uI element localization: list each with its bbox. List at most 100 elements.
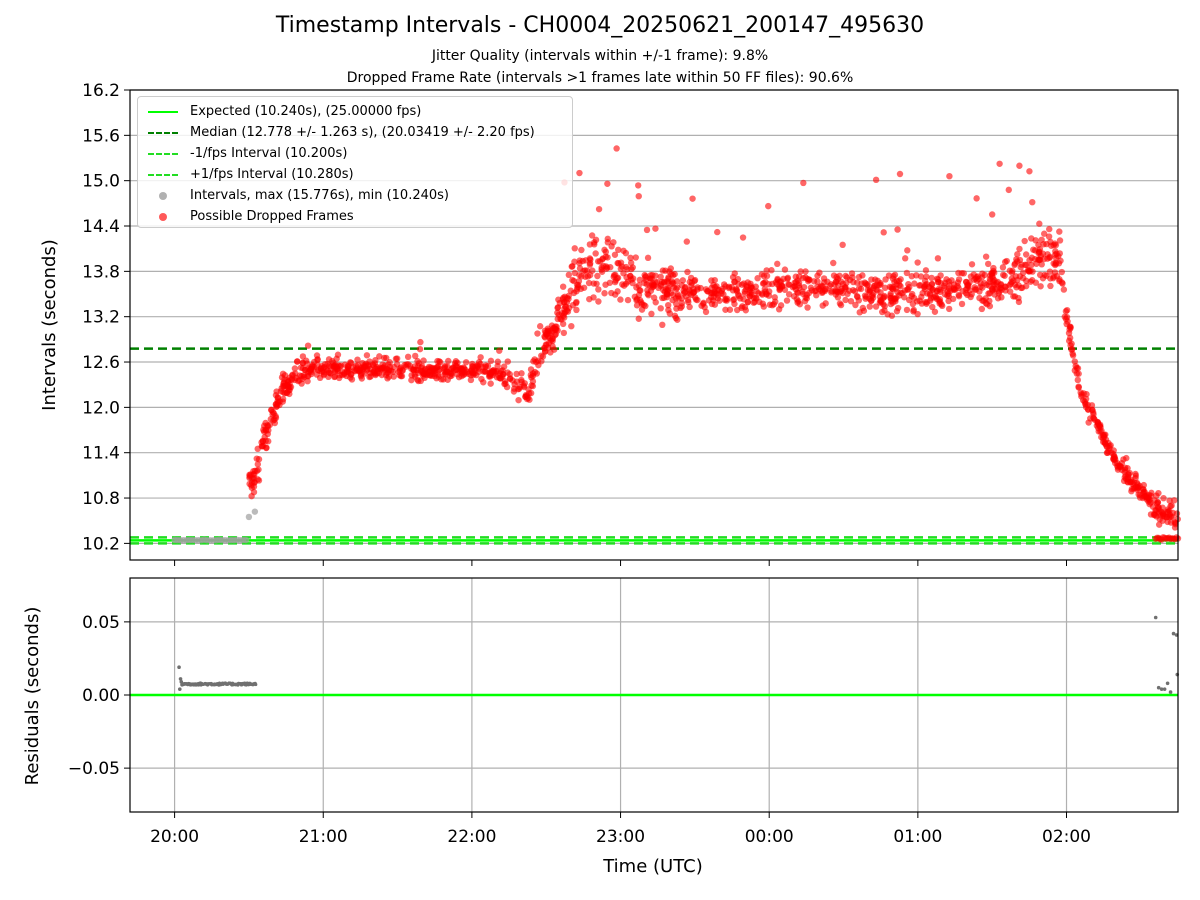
top-reference-lines (130, 347, 1178, 545)
dropped-frame-point (777, 302, 785, 309)
dropped-frame-point (576, 260, 583, 267)
y-tick-label: 15.0 (82, 172, 120, 192)
dropped-frame-point (913, 298, 921, 305)
dropped-frame-point (554, 315, 561, 323)
dropped-frame-point (518, 370, 525, 377)
residual-point (183, 682, 187, 686)
dropped-frame-point (613, 145, 620, 152)
dropped-frame-point (383, 354, 390, 362)
dropped-frame-point (946, 172, 953, 180)
dropped-frame-point (320, 371, 327, 379)
dropped-frame-point (971, 286, 979, 293)
dropped-frame-point (861, 292, 869, 299)
dropped-frame-point (754, 275, 761, 282)
dropped-frame-point (565, 292, 572, 300)
legend-swatch-mark (148, 152, 178, 155)
dropped-frame-point (1132, 483, 1140, 491)
chart-title: Timestamp Intervals - CH0004_20250621_20… (275, 13, 925, 38)
dropped-frame-point (635, 182, 642, 189)
dropped-frame-point (386, 364, 394, 371)
dropped-frame-point (584, 273, 592, 280)
dropped-frame-point (682, 283, 689, 291)
dropped-frame-point (627, 259, 635, 267)
dropped-frame-point (659, 294, 666, 302)
dropped-frame-point (638, 306, 646, 313)
dropped-frame-point (714, 286, 721, 293)
dropped-frame-point (635, 291, 643, 299)
dropped-frame-point (881, 302, 888, 310)
dropped-frame-point (1090, 411, 1097, 418)
dropped-frame-point (905, 280, 912, 288)
dropped-frame-point (740, 280, 747, 287)
dropped-frame-point (490, 368, 498, 375)
dropped-frame-point (284, 382, 292, 389)
dropped-frame-point (666, 310, 673, 317)
dropped-frame-point (284, 377, 291, 384)
dropped-frame-point (635, 282, 642, 289)
dropped-frame-point (266, 421, 274, 429)
dropped-frame-point (797, 268, 804, 275)
dropped-frame-point (567, 287, 574, 294)
residual-point (1171, 631, 1176, 636)
dropped-frame-point (836, 300, 844, 307)
dropped-frame-point (1036, 220, 1043, 227)
dropped-frame-point (729, 296, 737, 304)
legend-entry-median: Median (12.778 +/- 1.263 s), (20.03419 +… (146, 122, 564, 143)
dropped-frame-point (742, 307, 749, 314)
legend-entry-expected: Expected (10.240s), (25.00000 fps) (146, 101, 564, 122)
dropped-frame-point (833, 273, 840, 281)
dropped-frame-point (1052, 251, 1059, 258)
dropped-frame-point (620, 247, 627, 254)
y-tick-label: 14.4 (82, 217, 120, 237)
dropped-frame-point (649, 284, 656, 291)
dropped-frame-point (729, 287, 737, 294)
dropped-frame-point (901, 255, 909, 262)
interval-point (251, 508, 259, 515)
dropped-frame-point (678, 303, 685, 310)
dropped-frame-point (595, 286, 602, 293)
dropped-frame-point (774, 260, 781, 268)
dropped-frame-point (1011, 261, 1018, 269)
dropped-frame-point (1062, 308, 1070, 315)
legend-swatch-mark (148, 131, 178, 134)
dropped-frame-point (1058, 268, 1066, 276)
dropped-frame-point (442, 371, 449, 378)
dropped-frame-point (643, 226, 651, 234)
dropped-frame-point (648, 310, 655, 318)
dropped-frame-point (417, 338, 424, 346)
dropped-frame-point (847, 297, 855, 305)
residual-point (254, 682, 258, 687)
dropped-frame-point (654, 278, 661, 286)
dropped-frame-point (592, 250, 599, 257)
dropped-frame-point (939, 302, 946, 310)
dropped-frame-point (880, 229, 887, 236)
x-tick-label: 00:00 (745, 827, 794, 847)
dropped-frame-point (568, 322, 575, 330)
top-plot-ticks: 10.2 10.8 11.4 12.0 12.6 13.2 13.8 14.4 15.0 15.6… (82, 81, 1068, 566)
legend-swatch-mark (148, 173, 178, 176)
dropped-frame-point (805, 289, 813, 297)
x-tick-label: 20:00 (150, 827, 199, 847)
chart-subtitle-jitter: Jitter Quality (intervals within +/-1 fr… (431, 48, 769, 64)
dropped-frame-point (945, 297, 952, 305)
residual-points (177, 615, 1180, 694)
dropped-frame-point (559, 283, 567, 290)
dropped-frame-point (1082, 401, 1089, 408)
x-axis-label: Time (UTC) (602, 856, 703, 877)
dropped-frame-point (903, 269, 911, 277)
dropped-frame-point (1026, 168, 1033, 175)
dropped-frame-point (722, 283, 729, 290)
legend-label: +1/fps Interval (10.280s) (190, 167, 354, 182)
dropped-frame-point (793, 295, 800, 303)
dropped-frame-point (1038, 236, 1045, 243)
dropped-frame-point (1067, 324, 1074, 332)
dropped-frame-point (831, 281, 838, 288)
top-scatter-points (171, 145, 1182, 544)
dropped-frame-point (1016, 162, 1023, 169)
dropped-frame-point (814, 272, 821, 279)
dropped-frame-point (417, 377, 425, 385)
dropped-frame-point (263, 444, 270, 451)
dropped-frame-point (1014, 251, 1021, 258)
dropped-frame-point (477, 354, 484, 361)
dropped-frame-point (1051, 240, 1059, 247)
